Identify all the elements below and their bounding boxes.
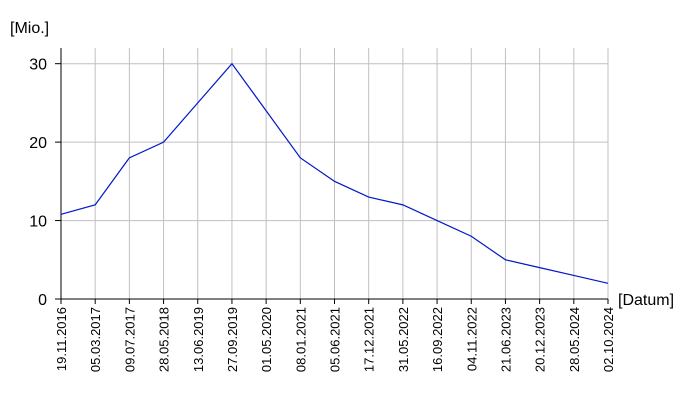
y-tick-label: 30	[29, 57, 47, 74]
x-tick-label: 05.06.2021	[328, 307, 343, 372]
x-tick-label: 13.06.2019	[191, 307, 206, 372]
x-tick-label: 19.11.2016	[54, 307, 69, 371]
x-tick-label: 20.12.2023	[533, 307, 548, 372]
x-tick-label: 31.05.2022	[396, 307, 411, 372]
x-tick-label: 05.03.2017	[88, 307, 103, 372]
y-tick-label: 0	[38, 292, 47, 309]
x-tick-label: 09.07.2017	[122, 307, 137, 372]
x-tick-label: 28.05.2024	[567, 307, 582, 372]
x-tick-label: 01.05.2020	[259, 307, 274, 372]
y-axis-label: [Mio.]	[10, 20, 49, 37]
y-tick-label: 20	[29, 135, 47, 152]
x-tick-label: 08.01.2021	[293, 307, 308, 372]
x-axis-label: [Datum]	[618, 292, 674, 309]
x-tick-label: 16.09.2022	[430, 307, 445, 372]
x-tick-label: 17.12.2021	[362, 307, 377, 372]
x-tick-label: 04.11.2022	[464, 307, 479, 371]
y-tick-label: 10	[29, 214, 47, 231]
data-line	[60, 62, 609, 284]
x-tick-label: 27.09.2019	[225, 307, 240, 372]
x-tick-label: 02.10.2024	[601, 307, 616, 372]
x-tick-label: 28.05.2018	[157, 307, 172, 372]
x-tick-label: 21.06.2023	[498, 307, 513, 372]
